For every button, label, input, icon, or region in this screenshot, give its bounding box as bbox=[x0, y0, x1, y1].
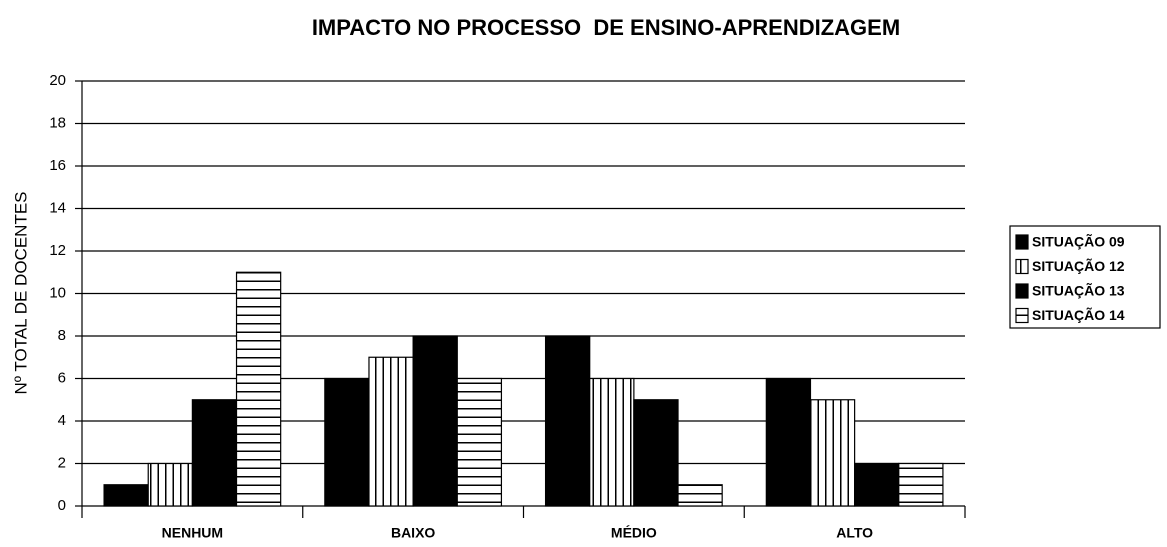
legend-label: SITUAÇÃO 14 bbox=[1032, 306, 1125, 323]
x-tick-label: BAIXO bbox=[391, 525, 435, 541]
legend-swatch bbox=[1015, 234, 1029, 250]
y-tick-label: 16 bbox=[49, 157, 66, 174]
y-tick-label: 6 bbox=[58, 369, 66, 386]
y-tick-label: 2 bbox=[58, 454, 66, 471]
bar bbox=[324, 377, 370, 507]
bar bbox=[191, 399, 238, 507]
bar bbox=[898, 462, 944, 507]
y-tick-label: 8 bbox=[58, 327, 66, 344]
bar bbox=[677, 484, 723, 507]
bar bbox=[368, 356, 414, 507]
y-tick-label: 14 bbox=[49, 199, 66, 216]
legend-box bbox=[1009, 225, 1161, 329]
y-tick-label: 0 bbox=[58, 497, 66, 514]
bar bbox=[147, 462, 193, 507]
y-tick-label: 18 bbox=[49, 114, 66, 131]
x-tick-label: MÉDIO bbox=[611, 525, 657, 541]
legend-label: SITUAÇÃO 12 bbox=[1032, 257, 1125, 274]
x-tick-label: NENHUM bbox=[162, 525, 223, 541]
bar bbox=[412, 335, 458, 507]
legend-swatch bbox=[1015, 283, 1029, 299]
bar bbox=[456, 377, 503, 507]
y-tick-label: 12 bbox=[49, 242, 66, 259]
bar bbox=[854, 462, 900, 507]
bar bbox=[235, 271, 282, 507]
bar bbox=[544, 335, 591, 507]
x-tick-label: ALTO bbox=[836, 525, 873, 541]
y-tick-label: 20 bbox=[49, 72, 66, 89]
bar bbox=[765, 377, 812, 507]
y-tick-label: 10 bbox=[49, 284, 66, 301]
chart-title: IMPACTO NO PROCESSO DE ENSINO-APRENDIZAG… bbox=[312, 15, 900, 40]
legend-label: SITUAÇÃO 13 bbox=[1032, 282, 1125, 299]
y-tick-label: 4 bbox=[58, 412, 66, 429]
y-axis-label: Nº TOTAL DE DOCENTES bbox=[11, 191, 30, 394]
bar bbox=[809, 399, 856, 507]
bar bbox=[589, 377, 635, 507]
bar bbox=[103, 484, 149, 507]
legend-label: SITUAÇÃO 09 bbox=[1032, 233, 1125, 250]
legend-swatch bbox=[1015, 307, 1029, 324]
legend-swatch bbox=[1015, 258, 1029, 275]
bar bbox=[633, 399, 679, 507]
